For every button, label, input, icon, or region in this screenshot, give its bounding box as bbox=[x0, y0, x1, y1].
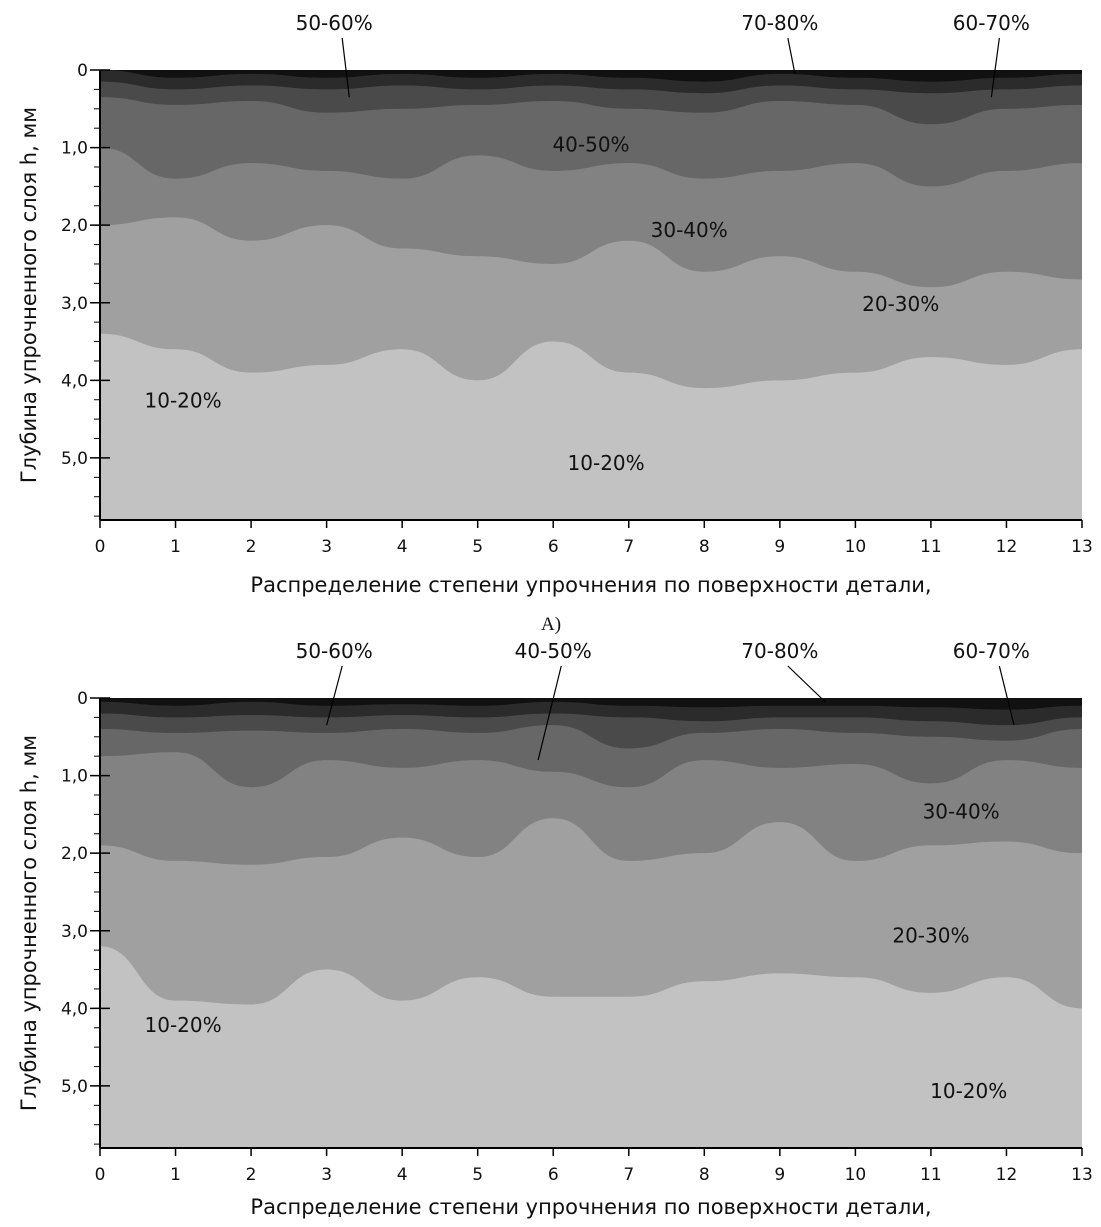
x-tick-label: 13 bbox=[1071, 537, 1093, 557]
y-axis-title: Глубина упрочненного слоя h, мм bbox=[17, 107, 41, 483]
y-tick-label: 2,0 bbox=[61, 216, 88, 236]
contour-label: 70-80% bbox=[741, 639, 818, 663]
y-tick-label: 4,0 bbox=[61, 999, 88, 1019]
contour-bands bbox=[100, 698, 1082, 1148]
y-tick-label: 1,0 bbox=[61, 139, 88, 159]
x-tick-label: 0 bbox=[95, 537, 106, 557]
x-tick-label: 5 bbox=[472, 1165, 483, 1185]
contour-label: 20-30% bbox=[892, 924, 969, 948]
band-70-80pct bbox=[100, 70, 1082, 82]
y-tick-label: 4,0 bbox=[61, 371, 88, 391]
x-tick-label: 12 bbox=[996, 537, 1018, 557]
x-tick-label: 11 bbox=[920, 537, 942, 557]
x-tick-label: 10 bbox=[845, 537, 867, 557]
annotation-leader bbox=[326, 665, 343, 726]
chart-panel-1 bbox=[90, 37, 1083, 528]
band-70-80pct bbox=[100, 698, 1082, 710]
x-tick-label: 9 bbox=[774, 1165, 785, 1185]
y-tick-label: 5,0 bbox=[61, 449, 88, 469]
y-tick-label: 0 bbox=[77, 61, 88, 81]
contour-label: 40-50% bbox=[552, 133, 629, 157]
contour-label: 10-20% bbox=[145, 389, 222, 413]
contour-label: 60-70% bbox=[953, 11, 1030, 35]
x-axis-title: Распределение степени упрочнения по пове… bbox=[250, 573, 931, 597]
x-tick-label: 2 bbox=[246, 537, 257, 557]
y-tick-label: 2,0 bbox=[61, 844, 88, 864]
x-tick-label: 7 bbox=[623, 537, 634, 557]
annotation-leader bbox=[990, 37, 1000, 98]
contour-label: 10-20% bbox=[568, 451, 645, 475]
x-tick-label: 8 bbox=[699, 1165, 710, 1185]
annotation-leader bbox=[537, 665, 562, 761]
x-axis-title: Распределение степени упрочнения по пове… bbox=[250, 1195, 931, 1219]
contour-bands bbox=[100, 70, 1082, 520]
panel-label-a: А) bbox=[541, 614, 561, 635]
contour-label: 30-40% bbox=[923, 800, 1000, 824]
contour-label: 10-20% bbox=[930, 1079, 1007, 1103]
contour-label: 50-60% bbox=[296, 639, 373, 663]
annotation-leader bbox=[787, 37, 796, 74]
contour-label: 50-60% bbox=[296, 11, 373, 35]
x-tick-label: 1 bbox=[170, 537, 181, 557]
x-tick-label: 6 bbox=[548, 1165, 559, 1185]
x-tick-label: 2 bbox=[246, 1165, 257, 1185]
y-tick-label: 3,0 bbox=[61, 294, 88, 314]
x-tick-label: 1 bbox=[170, 1165, 181, 1185]
annotation-leader bbox=[998, 665, 1015, 726]
x-tick-label: 0 bbox=[95, 1165, 106, 1185]
y-tick-label: 3,0 bbox=[61, 922, 88, 942]
x-tick-label: 13 bbox=[1071, 1165, 1093, 1185]
contour-label: 60-70% bbox=[953, 639, 1030, 663]
contour-label: 30-40% bbox=[651, 218, 728, 242]
x-tick-label: 5 bbox=[472, 537, 483, 557]
x-tick-label: 3 bbox=[321, 1165, 332, 1185]
y-tick-label: 1,0 bbox=[61, 767, 88, 787]
x-tick-label: 11 bbox=[920, 1165, 942, 1185]
contour-label: 20-30% bbox=[862, 292, 939, 316]
x-tick-label: 3 bbox=[321, 537, 332, 557]
y-tick-label: 5,0 bbox=[61, 1077, 88, 1097]
annotation-leader bbox=[787, 665, 826, 703]
x-tick-label: 4 bbox=[397, 1165, 408, 1185]
contour-label: 40-50% bbox=[515, 639, 592, 663]
chart-panel-2 bbox=[90, 665, 1083, 1156]
x-tick-label: 9 bbox=[774, 537, 785, 557]
contour-label: 10-20% bbox=[145, 1013, 222, 1037]
contour-label: 70-80% bbox=[741, 11, 818, 35]
x-tick-label: 6 bbox=[548, 537, 559, 557]
x-tick-label: 4 bbox=[397, 537, 408, 557]
x-tick-label: 10 bbox=[845, 1165, 867, 1185]
x-tick-label: 8 bbox=[699, 537, 710, 557]
x-tick-label: 7 bbox=[623, 1165, 634, 1185]
y-tick-label: 0 bbox=[77, 689, 88, 709]
x-tick-label: 12 bbox=[996, 1165, 1018, 1185]
y-axis-title: Глубина упрочненного слоя h, мм bbox=[17, 735, 41, 1111]
annotation-leader bbox=[341, 37, 350, 98]
